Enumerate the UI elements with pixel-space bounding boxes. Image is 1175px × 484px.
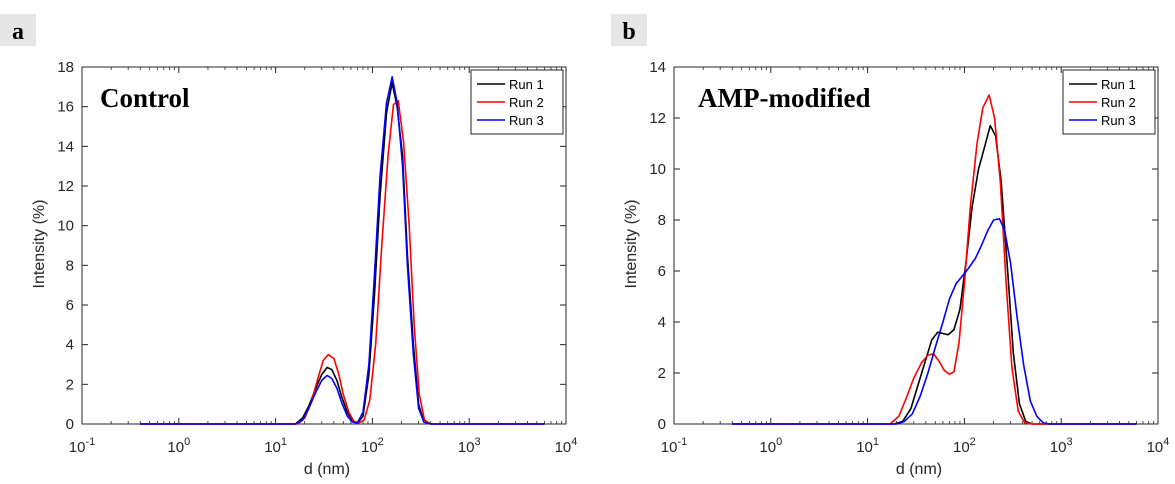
- x-tick-label: 100: [759, 436, 782, 456]
- x-tick-exponent: 0: [184, 436, 190, 448]
- y-tick-label: 8: [658, 212, 666, 229]
- legend-label: Run 3: [1101, 113, 1136, 128]
- panel-letter: a: [12, 19, 24, 45]
- y-tick-label: 0: [66, 416, 74, 433]
- x-tick-exponent: -1: [85, 436, 95, 448]
- y-tick-label: 10: [57, 218, 74, 235]
- x-tick-exponent: 4: [571, 436, 577, 448]
- chart-title: AMP-modified: [698, 83, 870, 113]
- x-tick-exponent: 1: [873, 436, 879, 448]
- x-tick-base: 10: [856, 439, 873, 456]
- x-tick-base: 10: [1050, 439, 1067, 456]
- series-line: [140, 76, 545, 425]
- x-tick-base: 10: [759, 439, 776, 456]
- x-tick-base: 10: [458, 439, 475, 456]
- x-tick-label: 104: [1147, 436, 1170, 456]
- y-tick-label: 0: [658, 416, 666, 433]
- x-tick-label: 100: [167, 436, 190, 456]
- series-line: [732, 124, 1137, 425]
- x-axis-label: d (nm): [896, 461, 942, 478]
- y-axis-label: Intensity (%): [31, 200, 48, 289]
- y-tick-label: 18: [57, 59, 74, 76]
- x-tick-base: 10: [69, 439, 86, 456]
- x-tick-exponent: -1: [677, 436, 687, 448]
- x-tick-label: 10-1: [69, 436, 95, 456]
- x-tick-exponent: 3: [1066, 436, 1072, 448]
- y-tick-label: 8: [66, 257, 74, 274]
- legend-label: Run 2: [509, 95, 544, 110]
- y-tick-label: 12: [57, 178, 74, 195]
- y-tick-label: 12: [649, 110, 666, 127]
- x-tick-label: 102: [361, 436, 384, 456]
- x-tick-base: 10: [264, 439, 281, 456]
- y-tick-label: 10: [649, 161, 666, 178]
- legend-label: Run 1: [509, 77, 544, 92]
- x-tick-exponent: 3: [474, 436, 480, 448]
- panel-letter-box: [611, 14, 647, 46]
- panel-control: a 10-1 100 101 102 103 104024681012141618Run …: [0, 14, 577, 478]
- y-tick-label: 2: [66, 376, 74, 393]
- panel-letter-box: [0, 14, 36, 46]
- x-tick-label: 10-1: [661, 436, 687, 456]
- x-tick-base: 10: [661, 439, 678, 456]
- x-tick-exponent: 0: [776, 436, 782, 448]
- x-tick-label: 102: [953, 436, 976, 456]
- series-line: [732, 217, 1137, 425]
- y-tick-label: 4: [66, 337, 74, 354]
- x-tick-base: 10: [1147, 439, 1164, 456]
- series-line: [732, 94, 1137, 425]
- x-tick-exponent: 4: [1163, 436, 1169, 448]
- x-tick-label: 103: [458, 436, 481, 456]
- y-tick-label: 16: [57, 99, 74, 116]
- x-tick-label: 101: [264, 436, 287, 456]
- panel-letter: b: [622, 19, 635, 45]
- x-tick-label: 103: [1050, 436, 1073, 456]
- x-tick-label: 104: [555, 436, 578, 456]
- y-tick-label: 6: [658, 263, 666, 280]
- x-tick-exponent: 1: [281, 436, 287, 448]
- chart-title: Control: [100, 83, 190, 113]
- y-tick-label: 14: [649, 59, 666, 76]
- x-tick-base: 10: [555, 439, 572, 456]
- y-tick-label: 6: [66, 297, 74, 314]
- y-tick-label: 4: [658, 314, 666, 331]
- y-tick-label: 2: [658, 365, 666, 382]
- x-tick-base: 10: [167, 439, 184, 456]
- series-line: [140, 99, 545, 425]
- x-tick-base: 10: [361, 439, 378, 456]
- legend-label: Run 3: [509, 113, 544, 128]
- x-tick-exponent: 2: [970, 436, 976, 448]
- axes-box: [81, 66, 567, 425]
- y-tick-label: 14: [57, 138, 74, 155]
- x-axis-label: d (nm): [304, 461, 350, 478]
- x-tick-base: 10: [953, 439, 970, 456]
- axes-box: [673, 66, 1159, 425]
- x-tick-label: 101: [856, 436, 879, 456]
- legend-label: Run 2: [1101, 95, 1136, 110]
- x-tick-exponent: 2: [378, 436, 384, 448]
- y-axis-label: Intensity (%): [623, 200, 640, 289]
- legend-label: Run 1: [1101, 77, 1136, 92]
